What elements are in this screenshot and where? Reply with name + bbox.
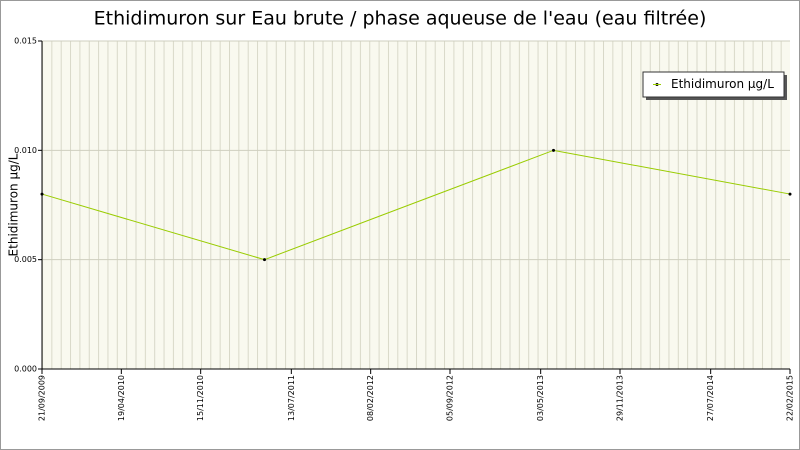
legend (642, 71, 787, 100)
x-tick-label: 19/04/2010 (117, 375, 126, 421)
x-tick-label: 15/11/2010 (196, 375, 205, 421)
y-tick-label: 0.000 (14, 365, 37, 374)
data-point (788, 192, 792, 196)
x-tick-label: 08/02/2012 (366, 375, 375, 421)
x-tick-label: 27/07/2014 (706, 375, 715, 421)
x-tick-label: 22/02/2015 (786, 375, 795, 421)
x-tick-label: 13/07/2011 (287, 375, 296, 421)
series-line (41, 149, 791, 261)
y-axis-label: Ethidimuron µg/L (7, 153, 21, 256)
legend-box (642, 71, 785, 98)
y-tick-label: 0.010 (14, 146, 37, 155)
x-tick-label: 05/09/2012 (446, 375, 455, 421)
data-point (263, 258, 267, 262)
x-tick-label: 29/11/2013 (616, 375, 625, 421)
data-point (552, 148, 556, 152)
x-tick-label: 03/05/2013 (536, 375, 545, 421)
y-tick-label: 0.005 (14, 255, 37, 264)
legend-label: Ethidimuron µg/L (671, 77, 774, 91)
data-point (40, 192, 44, 196)
y-tick-label: 0.015 (14, 37, 37, 46)
chart-title: Ethidimuron sur Eau brute / phase aqueus… (94, 8, 707, 30)
x-tick-label: 21/09/2009 (38, 375, 47, 421)
